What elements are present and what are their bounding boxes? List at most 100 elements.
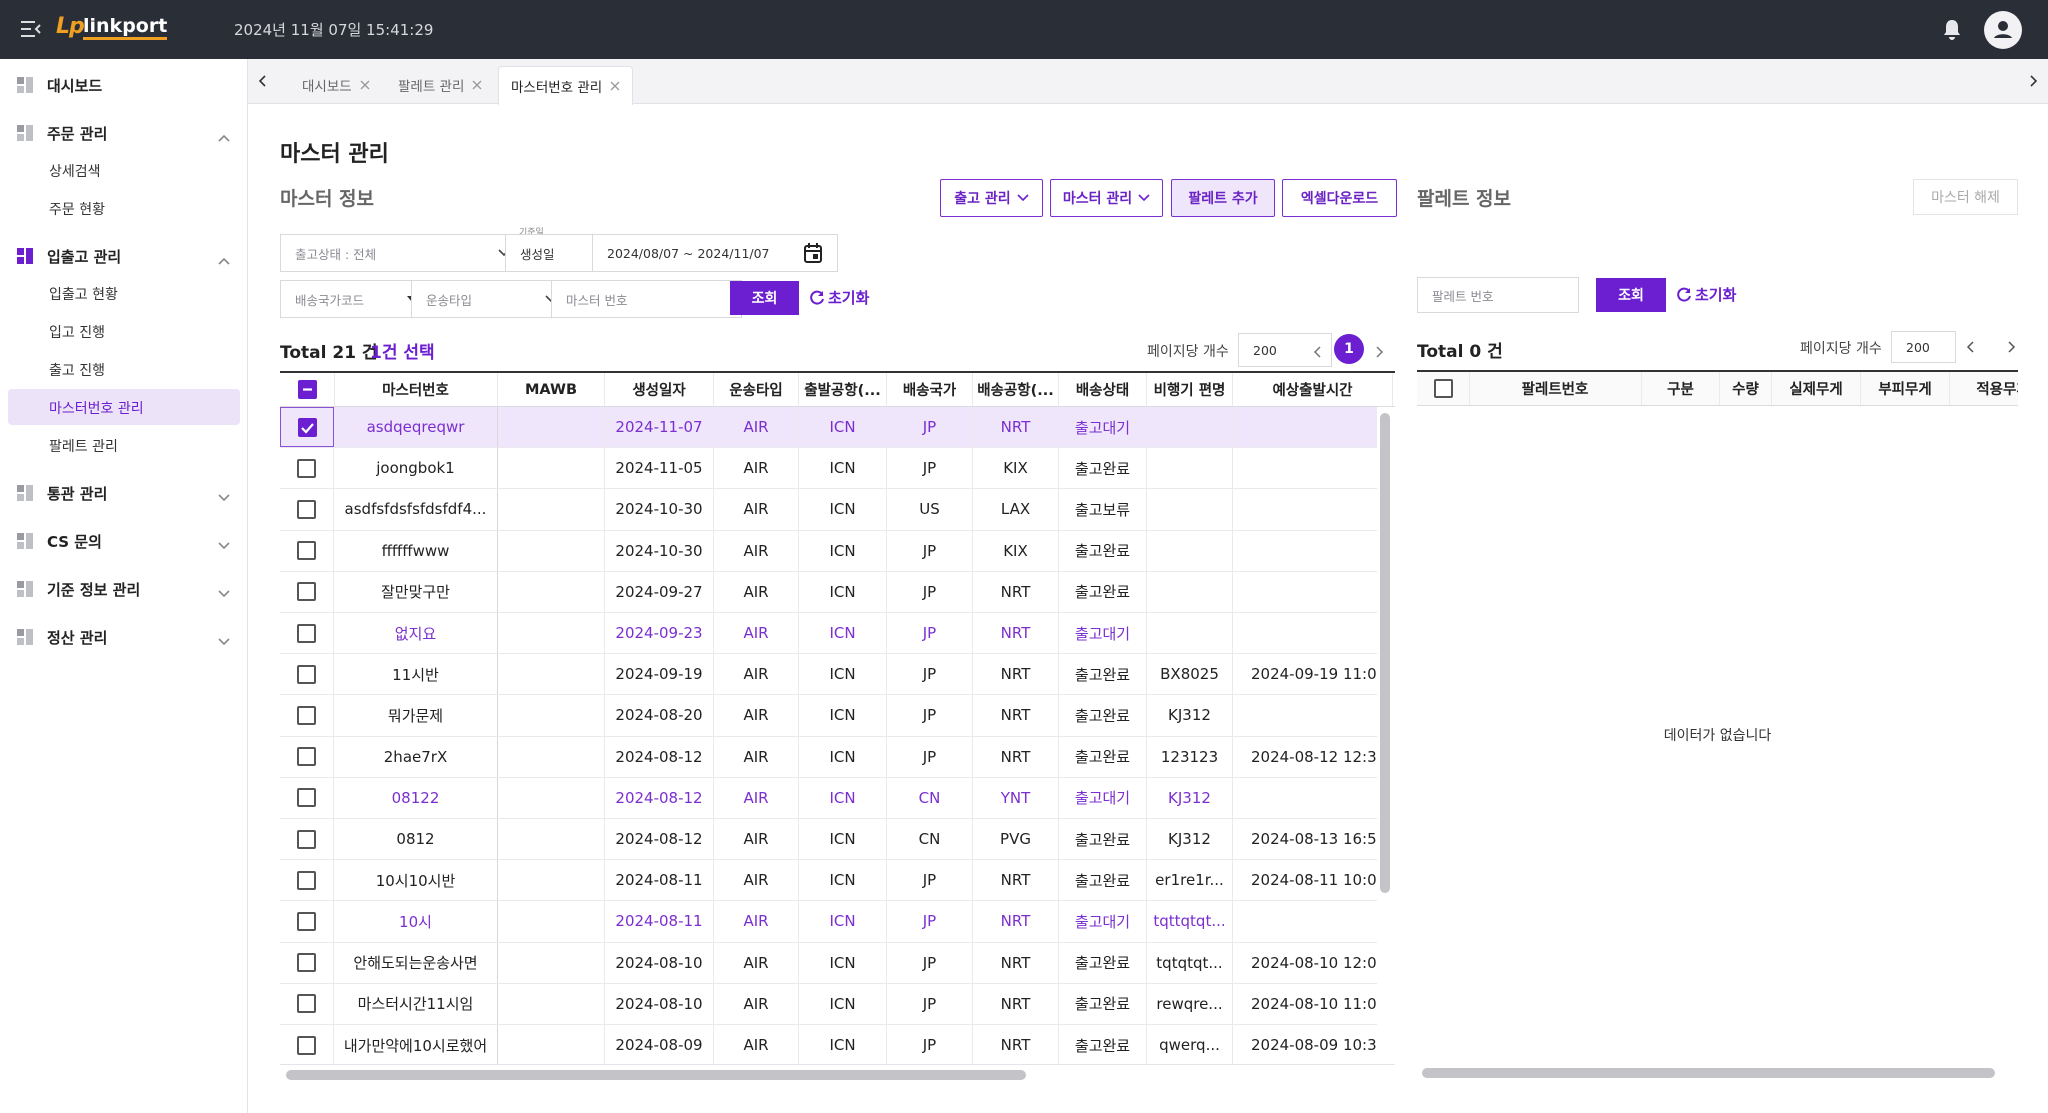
- table-row[interactable]: asdfsfdsfsfdsfdf4...2024-10-30AIRICNUSLA…: [280, 489, 1377, 530]
- menu-toggle[interactable]: [20, 19, 42, 39]
- checkbox-cell: [280, 448, 334, 488]
- row-checkbox[interactable]: [297, 830, 316, 849]
- table-cell: 출고완료: [1059, 984, 1147, 1024]
- row-checkbox[interactable]: [297, 1036, 316, 1055]
- submenu-item[interactable]: 입고 진행: [49, 322, 105, 342]
- tab-close[interactable]: [360, 80, 370, 90]
- notification-icon[interactable]: [1941, 18, 1963, 42]
- submenu-item[interactable]: 마스터번호 관리: [49, 398, 144, 418]
- table-row[interactable]: joongbok12024-11-05AIRICNJPKIX출고완료: [280, 448, 1377, 489]
- action-button[interactable]: 엑셀다운로드: [1282, 179, 1397, 217]
- horizontal-scrollbar[interactable]: [286, 1070, 1026, 1080]
- tab-close[interactable]: [610, 81, 620, 91]
- table-row[interactable]: 뭐가문제2024-08-20AIRICNJPNRT출고완료KJ312: [280, 695, 1377, 736]
- row-checkbox[interactable]: [297, 500, 316, 519]
- row-checkbox[interactable]: [298, 418, 317, 437]
- table-row[interactable]: 08122024-08-12AIRICNCNPVG출고완료KJ3122024-0…: [280, 819, 1377, 860]
- user-avatar[interactable]: [1983, 10, 2023, 50]
- pager-prev[interactable]: [1313, 343, 1323, 362]
- header-checkbox[interactable]: [298, 380, 317, 399]
- menu-item[interactable]: 대시보드: [47, 75, 102, 96]
- submenu-item[interactable]: 입출고 현황: [49, 284, 118, 304]
- row-checkbox[interactable]: [297, 582, 316, 601]
- tab[interactable]: 팔레트 관리: [386, 68, 494, 102]
- table-cell: tqtqtqt...: [1147, 943, 1233, 983]
- table-cell: NRT: [973, 901, 1059, 941]
- table-row[interactable]: asdqeqreqwr2024-11-07AIRICNJPNRT출고대기: [280, 407, 1377, 448]
- row-checkbox[interactable]: [297, 912, 316, 931]
- row-checkbox[interactable]: [297, 459, 316, 478]
- menu-item[interactable]: 정산 관리: [47, 627, 107, 648]
- row-checkbox[interactable]: [297, 624, 316, 643]
- row-checkbox[interactable]: [297, 953, 316, 972]
- menu-item[interactable]: 주문 관리: [47, 123, 107, 144]
- table-row[interactable]: 081222024-08-12AIRICNCNYNT출고대기KJ312: [280, 778, 1377, 819]
- table-cell: ICN: [799, 901, 887, 941]
- search-button[interactable]: 조회: [730, 281, 799, 315]
- submenu-item[interactable]: 팔레트 관리: [49, 436, 118, 456]
- reset-button[interactable]: 초기화: [810, 287, 869, 308]
- filter-select[interactable]: 출고상태 : 전체: [280, 234, 525, 272]
- table-row[interactable]: ffffffwww2024-10-30AIRICNJPKIX출고완료: [280, 531, 1377, 572]
- table-row[interactable]: 10시2024-08-11AIRICNJPNRT출고대기tqttqtqt...: [280, 901, 1377, 942]
- tab-close[interactable]: [472, 80, 482, 90]
- menu-icon: [16, 532, 34, 554]
- action-button[interactable]: 출고 관리: [940, 179, 1043, 217]
- action-button[interactable]: 마스터 관리: [1050, 179, 1163, 217]
- table-row[interactable]: 안해도되는운송사면2024-08-10AIRICNJPNRT출고완료tqtqtq…: [280, 943, 1377, 984]
- per-page-select[interactable]: 200: [1891, 331, 1956, 363]
- filter-select[interactable]: 배송국가코드: [280, 280, 432, 318]
- reset-button[interactable]: 초기화: [1677, 284, 1736, 305]
- pallet-scrollbar[interactable]: [1422, 1068, 1995, 1078]
- filter-select[interactable]: 운송타입: [411, 280, 572, 318]
- logo-mark[interactable]: Lp: [56, 14, 84, 39]
- current-page[interactable]: 1: [1334, 334, 1364, 364]
- row-checkbox[interactable]: [297, 665, 316, 684]
- pallet-number-input[interactable]: 팔레트 번호: [1417, 277, 1579, 313]
- vertical-scrollbar[interactable]: [1380, 413, 1390, 893]
- row-checkbox[interactable]: [297, 541, 316, 560]
- row-checkbox[interactable]: [297, 747, 316, 766]
- table-row[interactable]: 10시10시반2024-08-11AIRICNJPNRT출고완료er1re1r.…: [280, 860, 1377, 901]
- reset-icon-shape: [810, 290, 825, 305]
- submenu-item[interactable]: 상세검색: [49, 161, 101, 181]
- menu-icon-shape: [16, 76, 34, 94]
- row-checkbox[interactable]: [297, 706, 316, 725]
- datetime: 2024년 11월 07일 15:41:29: [234, 19, 433, 40]
- tab[interactable]: 대시보드: [290, 68, 382, 102]
- table-row[interactable]: 없지요2024-09-23AIRICNJPNRT출고대기: [280, 613, 1377, 654]
- menu-item[interactable]: 통관 관리: [47, 483, 107, 504]
- table-cell: 2024-09-19: [605, 654, 714, 694]
- release-button[interactable]: 마스터 해제: [1913, 179, 2018, 215]
- header-checkbox[interactable]: [1434, 379, 1453, 398]
- table-row[interactable]: 잘만맞구만2024-09-27AIRICNJPNRT출고완료: [280, 572, 1377, 613]
- submenu-item[interactable]: 출고 진행: [49, 360, 105, 380]
- tab-close-shape: [360, 80, 370, 90]
- tab[interactable]: 마스터번호 관리: [498, 66, 633, 105]
- search-button[interactable]: 조회: [1596, 278, 1666, 312]
- table-header: 마스터번호MAWB생성일자운송타입출발공항(...배송국가배송공항(...배송상…: [280, 371, 1395, 407]
- menu-item[interactable]: CS 문의: [47, 531, 102, 552]
- menu-chevron-shape: [218, 257, 230, 265]
- table-cell: 뭐가문제: [334, 695, 498, 735]
- logo[interactable]: linkport: [83, 15, 167, 40]
- row-checkbox[interactable]: [297, 994, 316, 1013]
- pallet-pager[interactable]: [1966, 341, 2016, 353]
- menu-icon: [16, 76, 34, 98]
- filter-select[interactable]: 마스터 번호: [551, 280, 742, 318]
- menu-item[interactable]: 입출고 관리: [47, 246, 121, 267]
- menu-item[interactable]: 기준 정보 관리: [47, 579, 140, 600]
- tab-next[interactable]: [2028, 75, 2038, 87]
- table-row[interactable]: 11시반2024-09-19AIRICNJPNRT출고완료BX80252024-…: [280, 654, 1377, 695]
- row-checkbox[interactable]: [297, 788, 316, 807]
- tab-prev[interactable]: [258, 75, 268, 87]
- action-button[interactable]: 팔레트 추가: [1171, 179, 1275, 217]
- pager-next[interactable]: [1374, 343, 1384, 362]
- row-checkbox[interactable]: [297, 871, 316, 890]
- table-row[interactable]: 내가만약에10시로했어2024-08-09AIRICNJPNRT출고완료qwer…: [280, 1025, 1377, 1065]
- table-row[interactable]: 마스터시간11시임2024-08-10AIRICNJPNRT출고완료rewqre…: [280, 984, 1377, 1025]
- submenu-item[interactable]: 주문 현황: [49, 199, 105, 219]
- table-cell: NRT: [973, 695, 1059, 735]
- filter-select[interactable]: 2024/08/07 ~ 2024/11/07: [592, 234, 838, 272]
- table-row[interactable]: 2hae7rX2024-08-12AIRICNJPNRT출고완료12312320…: [280, 737, 1377, 778]
